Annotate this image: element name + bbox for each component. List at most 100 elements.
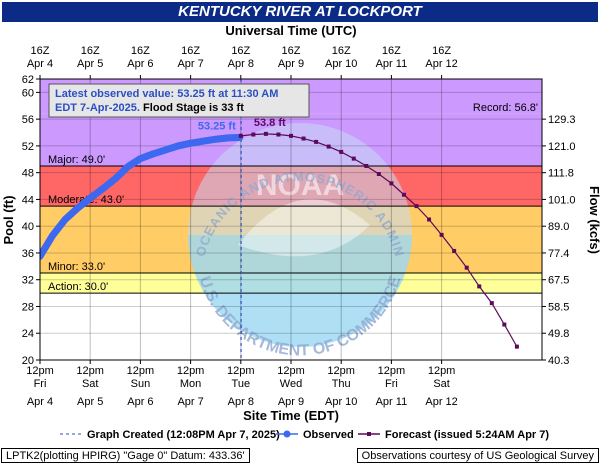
x-tick-date-label: Apr 7 [177,396,203,408]
x-tick-top-hour-label: 16Z [31,45,50,57]
x-tick-date-label: Apr 10 [325,396,357,408]
x-tick-day-label: Sat [82,378,99,390]
watermark-lower [188,235,412,347]
x-tick-date-label: Apr 8 [228,396,254,408]
y-tick-label-left: 44 [22,194,34,206]
y-axis-title-left: Pool (ft) [1,195,16,244]
x-tick-top-date-label: Apr 6 [127,58,153,70]
watermark-gull [238,199,370,257]
x-tick-date-label: Apr 6 [127,396,153,408]
forecast-point [502,322,507,327]
y-tick-label-right: 67.5 [548,275,569,287]
x-tick-day-label: Wed [280,378,302,390]
x-tick-top-hour-label: 16Z [231,45,250,57]
info-box-line2: EDT 7-Apr-2025. Flood Stage is 33 ft [55,102,244,114]
x-tick-day-label: Mon [180,378,201,390]
forecast-point [314,139,319,144]
forecast-series [238,131,519,349]
y-tick-label-left: 24 [22,328,34,340]
x-tick-date-label: Apr 9 [278,396,304,408]
y-tick-label-right: 121.0 [548,141,576,153]
y-tick-label-left: 56 [22,114,34,126]
x-tick-date-label: Apr 4 [27,396,53,408]
y-tick-label-right: 49.8 [548,328,569,340]
x-tick-time-label: 12pm [227,365,255,377]
forecast-point [464,265,469,270]
forecast-point [351,156,356,161]
forecast-point [489,301,494,306]
record-label: Record: 56.8' [473,102,538,114]
forecast-point [263,131,268,136]
stage-label: Major: 49.0' [48,154,105,166]
x-tick-date-label: Apr 5 [77,396,103,408]
observed-series [40,134,244,260]
x-tick-top-date-label: Apr 12 [425,58,457,70]
top-axis-title: Universal Time (UTC) [225,23,356,38]
forecast-point [376,172,381,177]
x-tick-top-hour-label: 16Z [131,45,150,57]
x-tick-top-hour-label: 16Z [332,45,351,57]
forecast-point [401,192,406,197]
x-tick-date-label: Apr 12 [425,396,457,408]
forecast-point [276,132,281,137]
x-tick-top-hour-label: 16Z [181,45,200,57]
watermark-noaa-text: NOAA [256,169,344,202]
x-tick-top-hour-label: 16Z [382,45,401,57]
y-tick-label-left: 48 [22,168,34,180]
y-tick-label-right: 40.3 [548,355,569,367]
x-tick-time-label: 12pm [76,365,104,377]
y-tick-label-right: 77.4 [548,248,569,260]
x-tick-top-hour-label: 16Z [432,45,451,57]
chart-title: KENTUCKY RIVER AT LOCKPORT [2,2,598,22]
y-tick-label-left: 28 [22,301,34,313]
y-tick-label-right: 101.0 [548,194,576,206]
forecast-point [414,204,419,209]
x-tick-top-hour-label: 16Z [81,45,100,57]
x-tick-day-label: Fri [385,378,398,390]
legend-forecast-label: Forecast (issued 5:24AM Apr 7) [385,429,549,441]
y-axis-title-right: Flow (kcfs) [587,186,600,254]
legend-forecast-swatch-dot [367,432,371,436]
x-tick-day-label: Tue [232,378,251,390]
forecast-point [238,133,243,138]
observed-value-label: 53.25 ft [198,121,236,133]
x-tick-day-label: Sat [433,378,450,390]
stage-label: Minor: 33.0' [48,261,105,273]
stage-label: Action: 30.0' [48,281,108,293]
y-tick-label-left: 52 [22,141,34,153]
y-tick-label-right: 111.8 [548,168,574,180]
forecast-point [301,136,306,141]
y-tick-label-right: 129.3 [548,114,576,126]
forecast-point [289,133,293,138]
y-tick-label-left: 40 [22,221,34,233]
forecast-point [514,344,519,349]
x-tick-time-label: 12pm [177,365,205,377]
y-tick-label-right: 89.0 [548,221,569,233]
source-footer: Observations courtesy of US Geological S… [356,448,599,463]
chart-labels: Universal Time (UTC) Site Time (EDT) Pool … [1,23,600,423]
x-tick-top-date-label: Apr 4 [27,58,53,70]
x-tick-top-date-label: Apr 8 [228,58,254,70]
legend-observed-swatch-dot [283,430,291,438]
y-tick-label-left: 36 [22,248,34,260]
x-tick-time-label: 12pm [277,365,305,377]
datum-footer: LPTK2(plotting HPIRG) "Gage 0" Datum: 43… [1,448,250,463]
forecast-point [251,132,256,137]
x-tick-time-label: 12pm [26,365,54,377]
y-tick-label-left: 20 [22,355,34,367]
forecast-point [439,232,444,237]
forecast-peak-label: 53.8 ft [254,117,286,129]
x-axis-title: Site Time (EDT) [243,408,339,423]
legend: Graph Created (12:08PM Apr 7, 2025) Obser… [60,429,549,441]
forecast-point [339,149,344,154]
x-tick-time-label: 12pm [428,365,456,377]
x-tick-top-date-label: Apr 11 [376,58,408,70]
y-tick-label-right: 58.5 [548,301,569,313]
forecast-point [364,163,369,168]
forecast-point [452,248,457,253]
y-tick-label-left: 60 [22,87,34,99]
x-tick-top-date-label: Apr 5 [77,58,103,70]
forecast-point [427,217,432,222]
